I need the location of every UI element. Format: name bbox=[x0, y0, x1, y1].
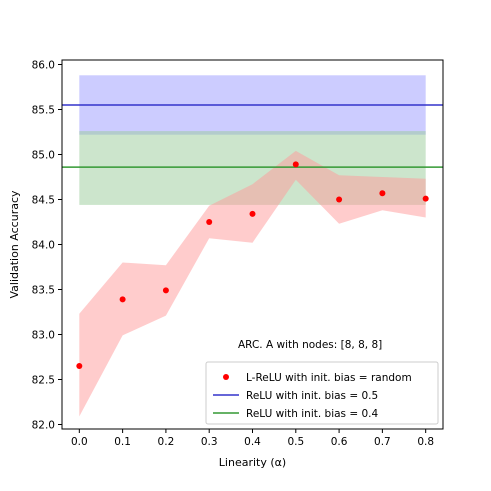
y-tick-label: 85.0 bbox=[32, 150, 55, 162]
x-axis: 0.0 0.1 0.2 0.3 0.4 0.5 0.6 0.7 0.8 bbox=[71, 429, 434, 448]
y-axis-title: Validation Accuracy bbox=[8, 190, 21, 299]
y-tick-label: 86.0 bbox=[32, 60, 55, 72]
band-series-0 bbox=[79, 150, 426, 417]
x-tick-label: 0.3 bbox=[201, 436, 218, 448]
data-point-6 bbox=[336, 196, 343, 203]
legend-label-random: L-ReLU with init. bias = random bbox=[246, 372, 412, 384]
legend-label-bias-05: ReLU with init. bias = 0.5 bbox=[246, 390, 378, 402]
y-tick-label: 84.0 bbox=[32, 240, 55, 252]
x-tick-label: 0.1 bbox=[114, 436, 131, 448]
chart-annotation: ARC. A with nodes: [8, 8, 8] bbox=[238, 339, 382, 351]
lines-layer bbox=[62, 104, 443, 168]
data-point-7 bbox=[379, 190, 386, 197]
data-point-5 bbox=[292, 161, 299, 168]
legend-box bbox=[205, 361, 439, 425]
x-axis-title: Linearity (α) bbox=[219, 456, 286, 469]
x-tick-label: 0.8 bbox=[417, 436, 434, 448]
legend-marker-random bbox=[223, 374, 229, 380]
y-tick-label: 82.0 bbox=[32, 420, 55, 432]
y-tick-label: 83.5 bbox=[32, 285, 55, 297]
y-tick-label: 85.5 bbox=[32, 105, 55, 117]
y-axis: 82.0 82.5 83.0 83.5 84.0 84.5 85.0 85.5 86.0 bbox=[32, 60, 62, 432]
y-tick-label: 84.5 bbox=[32, 195, 55, 207]
legend-label-bias-04: ReLU with init. bias = 0.4 bbox=[246, 408, 379, 420]
data-point-4 bbox=[249, 210, 256, 217]
points-layer bbox=[76, 161, 429, 369]
x-tick-label: 0.5 bbox=[287, 436, 304, 448]
x-tick-label: 0.6 bbox=[331, 436, 348, 448]
data-point-0 bbox=[76, 363, 83, 369]
x-tick-label: 0.4 bbox=[244, 436, 261, 448]
x-tick-label: 0.7 bbox=[374, 436, 391, 448]
x-tick-label: 0.2 bbox=[158, 436, 175, 448]
data-point-8 bbox=[422, 195, 429, 202]
y-tick-label: 83.0 bbox=[32, 330, 55, 342]
data-point-1 bbox=[119, 296, 126, 303]
data-point-2 bbox=[162, 287, 169, 294]
x-tick-label: 0.0 bbox=[71, 436, 88, 448]
legend: L-ReLU with init. bias = random ReLU wit… bbox=[205, 361, 439, 425]
data-point-3 bbox=[206, 219, 213, 225]
y-tick-label: 82.5 bbox=[32, 375, 55, 387]
